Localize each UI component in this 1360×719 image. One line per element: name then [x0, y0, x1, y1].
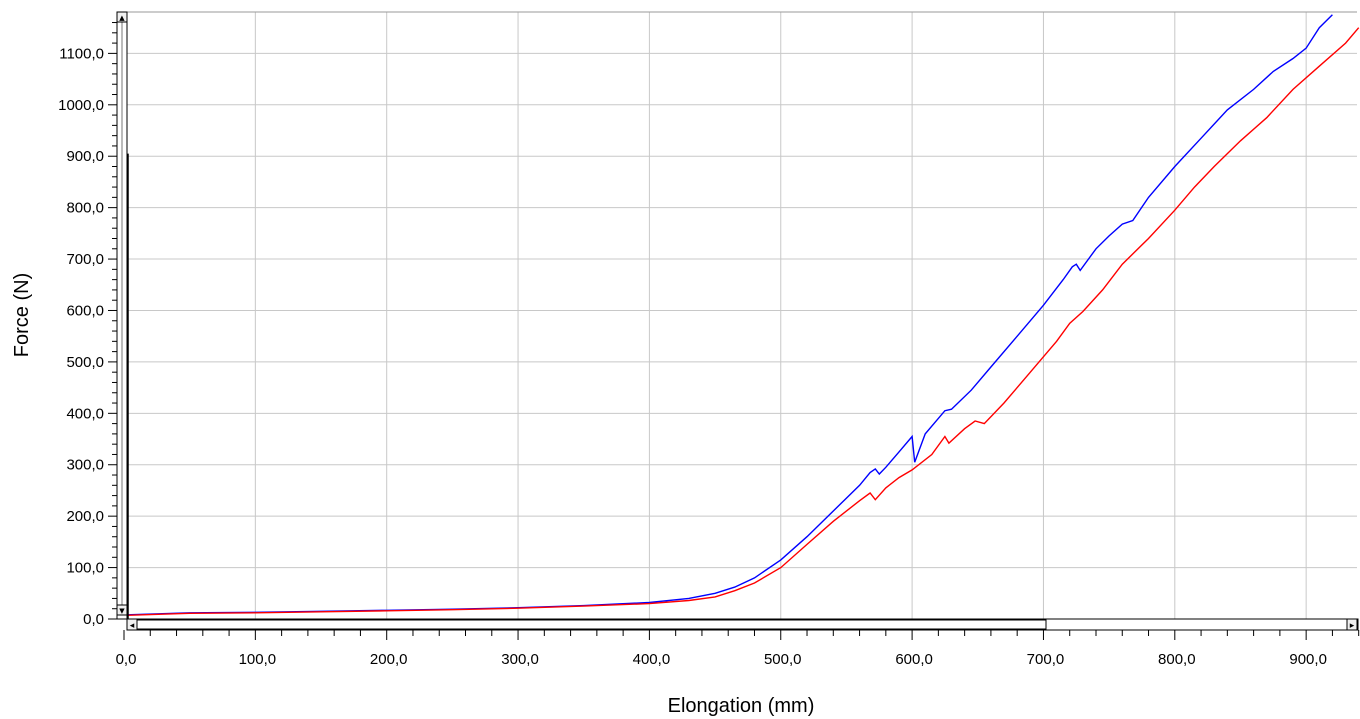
y-tick-label: 700,0: [66, 251, 104, 268]
series-group: [123, 14, 1360, 619]
y-tick-label: 800,0: [66, 200, 104, 217]
x-tick-label: 400,0: [633, 651, 671, 668]
scroll-left-arrow-icon: ◂: [130, 621, 135, 631]
y-tick-labels: 0,0 100,0 200,0 300,0 400,0 500,0 600,0 700,0 80…: [58, 45, 104, 628]
y-tick-label: 1000,0: [58, 97, 104, 114]
x-tick-label: 800,0: [1158, 651, 1196, 668]
minor-ticks: [108, 22, 1360, 640]
y-axis-title: Force (N): [11, 273, 33, 357]
y-tick-label: 400,0: [66, 405, 104, 422]
y-tick-label: 0,0: [83, 611, 104, 628]
x-tick-label: 600,0: [895, 651, 933, 668]
grid-lines: [127, 12, 1357, 619]
vertical-scrollbar[interactable]: ▲ ▼: [116, 11, 128, 620]
horizontal-scroll-thumb[interactable]: [136, 619, 1047, 630]
y-tick-label: 500,0: [66, 354, 104, 371]
scroll-down-arrow-icon: ▼: [119, 607, 125, 615]
x-tick-label: 900,0: [1289, 651, 1327, 668]
x-tick-label: 300,0: [501, 651, 539, 668]
y-tick-label: 1100,0: [59, 45, 104, 62]
x-tick-label: 500,0: [764, 651, 802, 668]
scroll-up-button[interactable]: [116, 11, 128, 23]
x-tick-label: 0,0: [116, 651, 137, 668]
scroll-up-arrow-icon: ▲: [119, 14, 125, 22]
x-axis-title: Elongation (mm): [668, 695, 815, 717]
horizontal-scrollbar[interactable]: ◂ ▸: [126, 618, 1359, 631]
y-tick-label: 300,0: [66, 457, 104, 474]
scroll-left-button[interactable]: [126, 618, 138, 631]
x-tick-label: 700,0: [1027, 651, 1065, 668]
y-tick-label: 100,0: [66, 560, 104, 577]
series-line-2: [123, 27, 1360, 617]
y-tick-label: 200,0: [66, 508, 104, 525]
y-tick-label: 900,0: [66, 148, 104, 165]
scroll-right-arrow-icon: ▸: [1350, 621, 1355, 631]
scroll-right-button[interactable]: [1346, 618, 1358, 631]
x-tick-labels: 0,0 100,0 200,0 300,0 400,0 500,0 600,0 700,0 80…: [116, 651, 1327, 668]
x-tick-label: 200,0: [370, 651, 408, 668]
series-line-1: [123, 14, 1333, 616]
x-tick-label: 100,0: [239, 651, 277, 668]
scroll-down-button[interactable]: [116, 604, 128, 616]
y-tick-label: 600,0: [66, 302, 104, 319]
